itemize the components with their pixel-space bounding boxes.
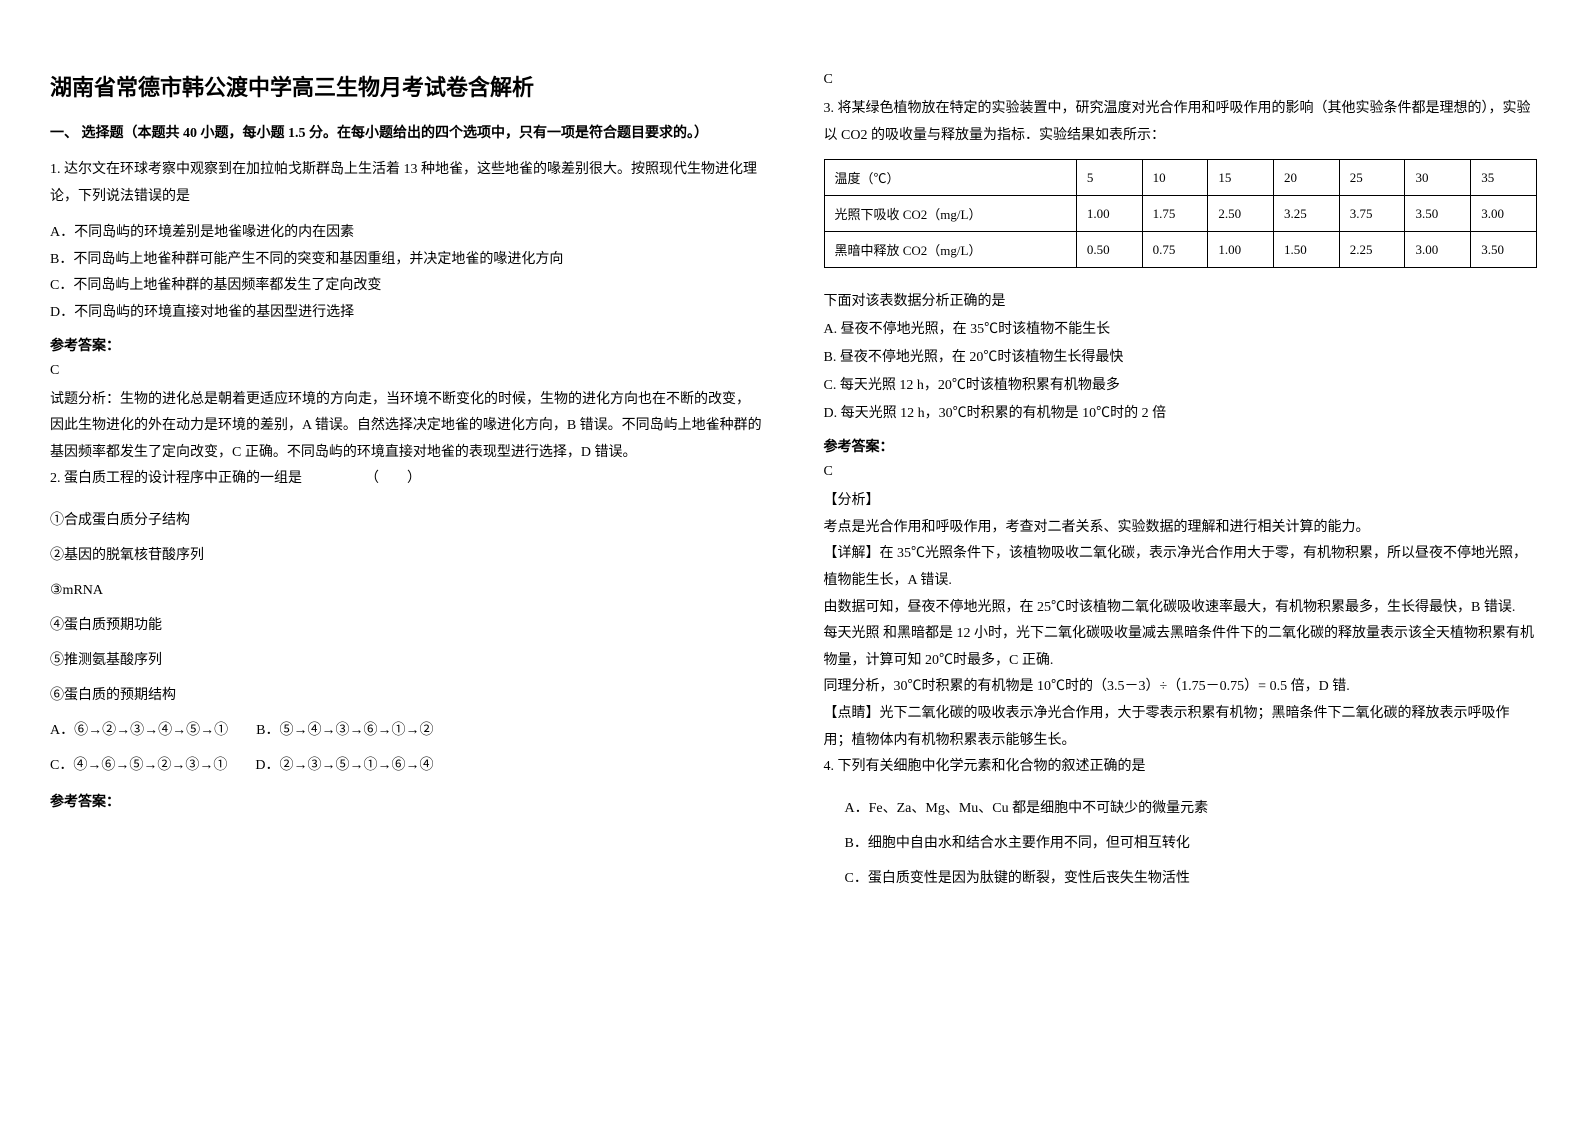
document-title: 湖南省常德市韩公渡中学高三生物月考试卷含解析 [50,70,764,102]
table-cell: 3.00 [1405,232,1471,268]
q4-option-c: C．蛋白质变性是因为肽键的断裂，变性后丧失生物活性 [824,861,1538,896]
table-cell: 3.25 [1274,196,1340,232]
q2-item-6: ⑥蛋白质的预期结构 [50,678,764,713]
q2-option-cd: C．④→⑥→⑤→②→③→① D．②→③→⑤→①→⑥→④ [50,748,764,783]
table-cell: 1.75 [1142,196,1208,232]
q3-option-a: A. 昼夜不停地光照，在 35℃时该植物不能生长 [824,316,1538,344]
q1-answer-label: 参考答案： [50,335,764,355]
table-header-cell: 15 [1208,160,1274,196]
table-header-cell: 30 [1405,160,1471,196]
table-row: 光照下吸收 CO2（mg/L） 1.00 1.75 2.50 3.25 3.75… [824,196,1537,232]
table-cell: 1.50 [1274,232,1340,268]
q4-option-a: A．Fe、Za、Mg、Mu、Cu 都是细胞中不可缺少的微量元素 [824,791,1538,826]
q1-option-c: C．不同岛屿上地雀种群的基因频率都发生了定向改变 [50,273,764,300]
table-cell: 3.50 [1471,232,1537,268]
section-header: 一、 选择题（本题共 40 小题，每小题 1.5 分。在每小题给出的四个选项中，… [50,122,764,142]
table-cell: 黑暗中释放 CO2（mg/L） [824,232,1076,268]
table-header-cell: 35 [1471,160,1537,196]
table-cell: 3.00 [1471,196,1537,232]
q1-option-b: B．不同岛屿上地雀种群可能产生不同的突变和基因重组，并决定地雀的喙进化方向 [50,247,764,274]
q2-option-ab: A．⑥→②→③→④→⑤→① B．⑤→④→③→⑥→①→② [50,713,764,748]
q3-analysis-5: 同理分析，30℃时积累的有机物是 10℃时的（3.5－3）÷（1.75－0.75… [824,674,1538,701]
table-cell: 1.00 [1076,196,1142,232]
q3-data-table: 温度（℃） 5 10 15 20 25 30 35 光照下吸收 CO2（mg/L… [824,159,1538,268]
q2-item-1: ①合成蛋白质分子结构 [50,503,764,538]
table-header-cell: 5 [1076,160,1142,196]
q1-option-a: A．不同岛屿的环境差别是地雀喙进化的内在因素 [50,220,764,247]
question-3-stem: 3. 将某绿色植物放在特定的实验装置中，研究温度对光合作用和呼吸作用的影响（其他… [824,96,1538,149]
q2-item-5: ⑤推测氨基酸序列 [50,643,764,678]
q2-item-3: ③mRNA [50,573,764,608]
q3-option-c: C. 每天光照 12 h，20℃时该植物积累有机物最多 [824,372,1538,400]
table-row: 黑暗中释放 CO2（mg/L） 0.50 0.75 1.00 1.50 2.25… [824,232,1537,268]
table-cell: 3.50 [1405,196,1471,232]
q3-analysis-title: 【分析】 [824,488,1538,515]
table-header-cell: 10 [1142,160,1208,196]
q3-post-table: 下面对该表数据分析正确的是 [824,288,1538,316]
table-cell: 光照下吸收 CO2（mg/L） [824,196,1076,232]
q3-analysis-4: 每天光照 和黑暗都是 12 小时，光下二氧化碳吸收量减去黑暗条件件下的二氧化碳的… [824,621,1538,674]
table-header-row: 温度（℃） 5 10 15 20 25 30 35 [824,160,1537,196]
q3-analysis-6: 【点睛】光下二氧化碳的吸收表示净光合作用，大于零表示积累有机物；黑暗条件下二氧化… [824,701,1538,754]
q1-answer: C [50,363,764,379]
question-2-stem: 2. 蛋白质工程的设计程序中正确的一组是 （ ） [50,466,764,493]
right-column: C 3. 将某绿色植物放在特定的实验装置中，研究温度对光合作用和呼吸作用的影响（… [794,30,1587,1092]
q3-analysis-1: 考点是光合作用和呼吸作用，考查对二者关系、实验数据的理解和进行相关计算的能力。 [824,515,1538,542]
q3-analysis-2: 【详解】在 35℃光照条件下，该植物吸收二氧化碳，表示净光合作用大于零，有机物积… [824,541,1538,594]
table-header-cell: 温度（℃） [824,160,1076,196]
table-cell: 1.00 [1208,232,1274,268]
table-header-cell: 20 [1274,160,1340,196]
q3-analysis-3: 由数据可知，昼夜不停地光照，在 25℃时该植物二氧化碳吸收速率最大，有机物积累最… [824,595,1538,622]
question-4-stem: 4. 下列有关细胞中化学元素和化合物的叙述正确的是 [824,754,1538,781]
table-cell: 2.50 [1208,196,1274,232]
table-cell: 0.50 [1076,232,1142,268]
table-cell: 2.25 [1339,232,1405,268]
q1-option-d: D．不同岛屿的环境直接对地雀的基因型进行选择 [50,300,764,327]
q3-answer: C [824,464,1538,480]
table-cell: 3.75 [1339,196,1405,232]
q3-answer-label: 参考答案： [824,436,1538,456]
q3-option-b: B. 昼夜不停地光照，在 20℃时该植物生长得最快 [824,344,1538,372]
question-1-stem: 1. 达尔文在环球考察中观察到在加拉帕戈斯群岛上生活着 13 种地雀，这些地雀的… [50,157,764,210]
q4-option-b: B．细胞中自由水和结合水主要作用不同，但可相互转化 [824,826,1538,861]
q2-answer-label: 参考答案： [50,791,764,811]
q1-analysis: 试题分析：生物的进化总是朝着更适应环境的方向走，当环境不断变化的时候，生物的进化… [50,387,764,467]
q3-option-d: D. 每天光照 12 h，30℃时积累的有机物是 10℃时的 2 倍 [824,400,1538,428]
q2-answer: C [824,72,1538,88]
table-cell: 0.75 [1142,232,1208,268]
table-header-cell: 25 [1339,160,1405,196]
q2-item-4: ④蛋白质预期功能 [50,608,764,643]
left-column: 湖南省常德市韩公渡中学高三生物月考试卷含解析 一、 选择题（本题共 40 小题，… [0,30,794,1092]
q2-item-2: ②基因的脱氧核苷酸序列 [50,538,764,573]
